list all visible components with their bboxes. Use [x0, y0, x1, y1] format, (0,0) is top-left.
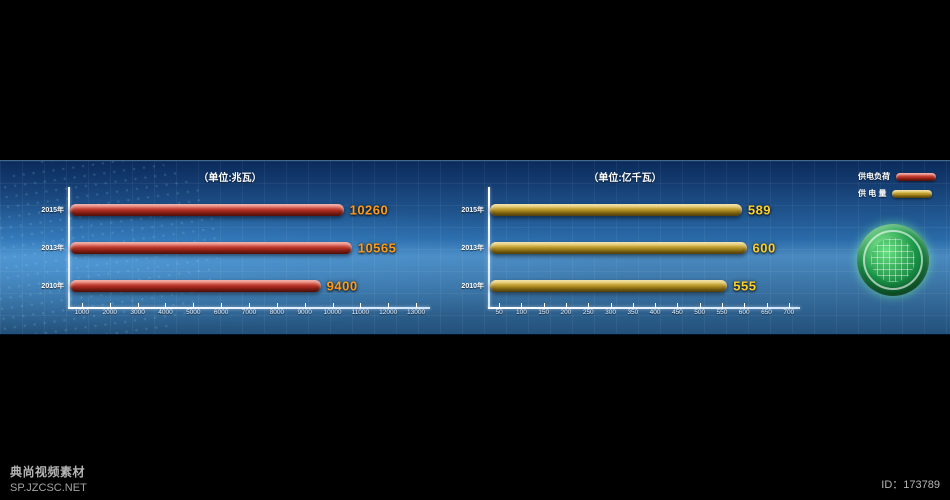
x-tick: 600	[733, 309, 755, 321]
x-tick: 200	[555, 309, 577, 321]
x-tick: 250	[577, 309, 599, 321]
x-tick: 12000	[374, 309, 402, 321]
bar	[490, 280, 727, 292]
bar-row: 2010年9400	[70, 276, 430, 296]
x-tick: 550	[711, 309, 733, 321]
x-ticks-left: 1000200030004000500060007000800090001000…	[68, 309, 430, 321]
watermark-left: 典尚视频素材 SP.JZCSC.NET	[10, 463, 87, 494]
bar-row: 2013年600	[490, 238, 800, 258]
x-tick: 6000	[207, 309, 235, 321]
bar-row: 2010年555	[490, 276, 800, 296]
chart-left-unit: （单位:兆瓦）	[198, 169, 261, 184]
watermark-brand: 典尚视频素材	[10, 465, 85, 479]
x-tick: 50	[488, 309, 510, 321]
x-tick: 10000	[319, 309, 347, 321]
bar-row: 2013年10565	[70, 238, 430, 258]
bar-value: 10565	[358, 241, 397, 256]
x-tick: 9000	[291, 309, 319, 321]
x-tick: 11000	[346, 309, 374, 321]
legend-item: 供电负荷	[858, 171, 936, 182]
x-tick: 400	[644, 309, 666, 321]
x-tick: 150	[533, 309, 555, 321]
legend-swatch	[892, 190, 932, 198]
chart-panel: （单位:兆瓦） 2015年102602013年105652010年9400 10…	[0, 160, 950, 335]
x-tick: 7000	[235, 309, 263, 321]
bars-right: 2015年589 2013年600 2010年555	[490, 191, 800, 305]
x-tick: 100	[510, 309, 532, 321]
x-tick: 13000	[402, 309, 430, 321]
category-label: 2010年	[461, 281, 484, 291]
x-ticks-right: 5010015020025030035040045050055060065070…	[488, 309, 800, 321]
bar	[70, 242, 352, 254]
category-label: 2015年	[41, 205, 64, 215]
x-tick: 2000	[96, 309, 124, 321]
bars-left: 2015年10260 2013年10565 2010年9400	[70, 191, 430, 305]
category-label: 2013年	[41, 243, 64, 253]
x-tick: 300	[599, 309, 621, 321]
bar-row: 2015年589	[490, 200, 800, 220]
x-tick: 1000	[68, 309, 96, 321]
bar-value: 10260	[350, 203, 389, 218]
legend-swatch	[896, 173, 936, 181]
bar	[490, 242, 747, 254]
bar	[70, 204, 344, 216]
category-label: 2010年	[41, 281, 64, 291]
x-tick: 5000	[179, 309, 207, 321]
logo-ring: 国家电网公司	[857, 224, 929, 296]
bar	[490, 204, 742, 216]
bar-value: 9400	[327, 279, 358, 294]
category-label: 2015年	[461, 205, 484, 215]
legend-item: 供 电 量	[858, 188, 936, 199]
bar-value: 555	[733, 279, 756, 294]
bar	[70, 280, 321, 292]
x-tick: 350	[622, 309, 644, 321]
category-label: 2013年	[461, 243, 484, 253]
state-grid-logo: 国家电网公司	[854, 221, 932, 299]
chart-left: （单位:兆瓦） 2015年102602013年105652010年9400 10…	[30, 169, 430, 329]
legend-label: 供 电 量	[858, 188, 886, 199]
bar-value: 589	[748, 203, 771, 218]
x-tick: 450	[666, 309, 688, 321]
x-tick: 500	[689, 309, 711, 321]
x-tick: 3000	[124, 309, 152, 321]
watermark-url: SP.JZCSC.NET	[10, 482, 87, 494]
bar-row: 2015年10260	[70, 200, 430, 220]
chart-right: （单位:亿千瓦） 2015年5892013年6002010年555 501001…	[450, 169, 800, 329]
x-tick: 4000	[152, 309, 180, 321]
chart-right-unit: （单位:亿千瓦）	[588, 169, 661, 184]
x-tick: 700	[778, 309, 800, 321]
legend: 供电负荷 供 电 量	[858, 171, 936, 205]
legend-label: 供电负荷	[858, 171, 890, 182]
x-tick: 650	[755, 309, 777, 321]
x-tick: 8000	[263, 309, 291, 321]
watermark-id: ID：173789	[881, 476, 940, 492]
bar-value: 600	[753, 241, 776, 256]
